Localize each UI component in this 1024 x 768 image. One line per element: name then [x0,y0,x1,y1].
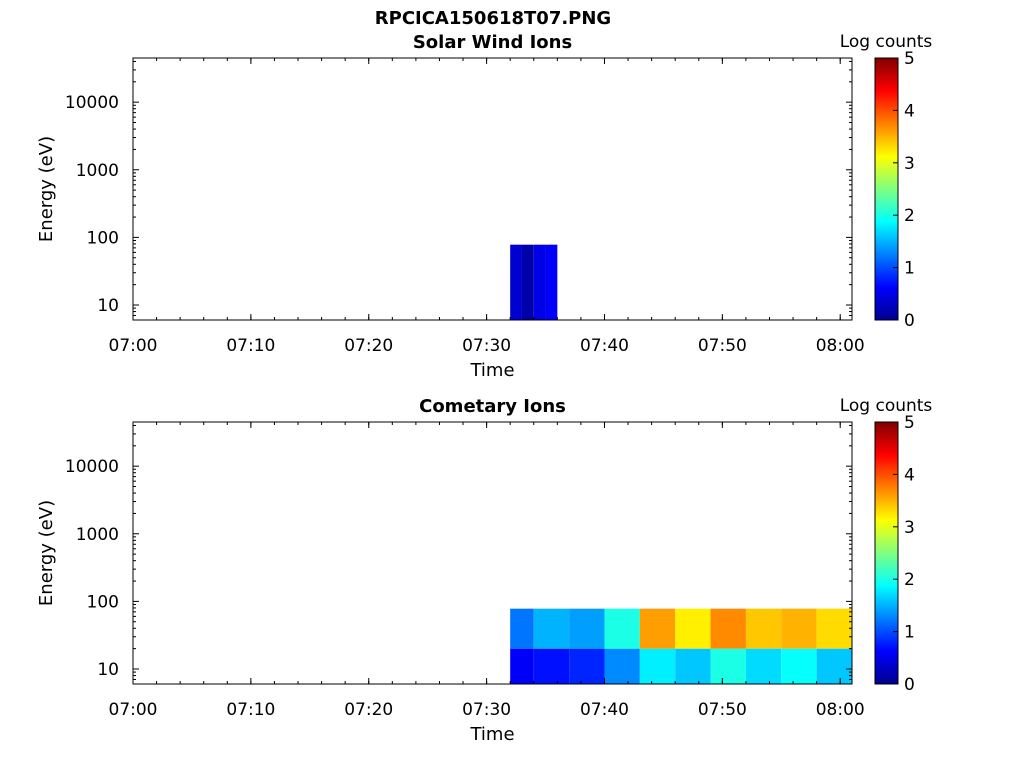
heatmap-cell [604,648,640,684]
colorbar-tick-label: 3 [904,154,915,174]
x-tick-label: 07:40 [580,700,629,720]
colorbar-tick-label: 1 [904,259,915,279]
colorbar-tick-label: 1 [904,623,915,643]
y-tick-label: 10 [97,660,119,680]
heatmap-cell [533,648,570,684]
heatmap-cell [675,648,711,684]
x-tick-label: 08:00 [816,700,865,720]
panel-2: Cometary Ions 07:00 07:10 07:20 07:30 07:40 07… [36,396,932,745]
colorbar-label: Log counts [840,396,933,416]
heatmap-cell [675,608,711,649]
heatmap-cell [510,244,522,320]
colorbar-tick-label: 4 [904,101,915,121]
y-tick-label: 100 [87,592,119,612]
colorbar-tick-label: 2 [904,570,915,590]
heatmap-cell [569,608,605,649]
heatmap-cell [781,648,817,684]
data-cells [510,608,852,684]
figure-title: RPCICA150618T07.PNG [375,8,611,29]
heatmap-cell [533,244,546,320]
x-tick-label: 07:20 [344,336,393,356]
heatmap-cell [569,648,605,684]
x-tick-label: 07:20 [344,700,393,720]
heatmap-cell [604,608,640,649]
x-axis-label: Time [469,724,514,745]
x-tick-label: 07:40 [580,336,629,356]
x-tick-label: 07:50 [698,700,747,720]
heatmap-cell [710,648,746,684]
heatmap-cell [816,648,852,684]
colorbar-tick-label: 3 [904,518,915,538]
colorbar-tick-label: 0 [904,675,915,695]
x-axis-label: Time [469,360,514,381]
x-tick-label: 07:30 [462,700,511,720]
heatmap-cell [781,608,817,649]
colorbar-tick-label: 5 [904,49,915,69]
heatmap-cell [533,608,570,649]
colorbar [874,57,899,321]
heatmap-cell [510,608,534,649]
panel-title: Solar Wind Ions [413,32,572,53]
heatmap-cell [710,608,746,649]
panel-title: Cometary Ions [419,396,566,417]
colorbar-tick-label: 5 [904,413,915,433]
x-tick-label: 07:10 [226,336,275,356]
heatmap-cell [745,608,782,649]
colorbar-label: Log counts [840,32,933,52]
y-tick-label: 100 [87,228,119,248]
x-tick-label: 07:00 [109,336,158,356]
colorbar [874,421,899,685]
colorbar-tick-label: 4 [904,465,915,485]
heatmap-cell [521,244,534,320]
y-tick-label: 10000 [65,457,119,477]
y-tick-label: 1000 [76,161,119,181]
x-tick-label: 08:00 [816,336,865,356]
heatmap-cell [816,608,852,649]
y-tick-label: 10 [97,296,119,316]
heatmap-cell [639,648,676,684]
heatmap-cell [639,608,676,649]
y-axis-label: Energy (eV) [36,136,57,242]
x-tick-label: 07:00 [109,700,158,720]
plot-frame [132,57,853,321]
y-axis-label: Energy (eV) [36,500,57,606]
panel-1: Solar Wind Ions 07:00 07:10 07:20 07:30 07:40… [36,32,932,381]
y-tick-label: 10000 [65,93,119,113]
heatmap-cell [745,648,782,684]
heatmap-cell [510,648,534,684]
colorbar-tick-label: 2 [904,206,915,226]
plot-frame [132,421,853,685]
x-tick-label: 07:10 [226,700,275,720]
x-tick-label: 07:30 [462,336,511,356]
colorbar-tick-label: 0 [904,311,915,331]
y-tick-label: 1000 [76,525,119,545]
data-cells [510,244,558,320]
x-tick-label: 07:50 [698,336,747,356]
heatmap-cell [545,244,558,320]
